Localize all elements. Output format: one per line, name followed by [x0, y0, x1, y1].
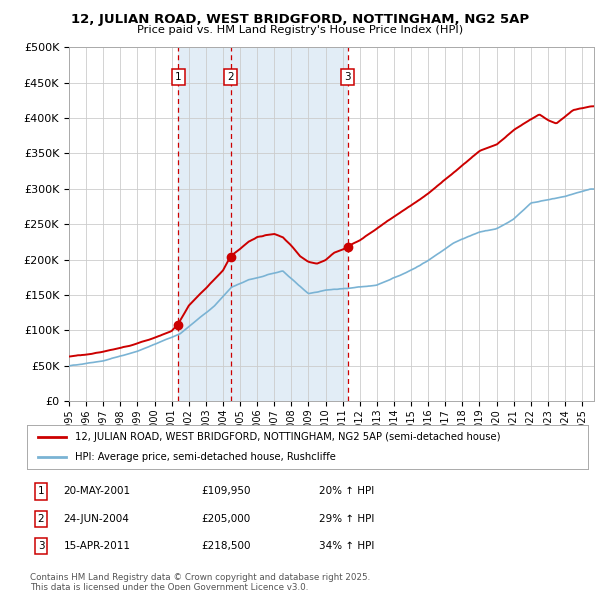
Text: Price paid vs. HM Land Registry's House Price Index (HPI): Price paid vs. HM Land Registry's House …	[137, 25, 463, 35]
Text: 12, JULIAN ROAD, WEST BRIDGFORD, NOTTINGHAM, NG2 5AP: 12, JULIAN ROAD, WEST BRIDGFORD, NOTTING…	[71, 13, 529, 26]
Text: 20-MAY-2001: 20-MAY-2001	[64, 486, 131, 496]
Text: £218,500: £218,500	[201, 541, 250, 551]
Text: HPI: Average price, semi-detached house, Rushcliffe: HPI: Average price, semi-detached house,…	[74, 452, 335, 461]
Text: 2: 2	[227, 72, 234, 82]
Text: 1: 1	[38, 486, 44, 496]
Text: 3: 3	[38, 541, 44, 551]
Text: 29% ↑ HPI: 29% ↑ HPI	[319, 514, 374, 524]
Text: Contains HM Land Registry data © Crown copyright and database right 2025.: Contains HM Land Registry data © Crown c…	[30, 573, 370, 582]
Text: 15-APR-2011: 15-APR-2011	[64, 541, 130, 551]
Text: £109,950: £109,950	[201, 486, 250, 496]
Text: 12, JULIAN ROAD, WEST BRIDGFORD, NOTTINGHAM, NG2 5AP (semi-detached house): 12, JULIAN ROAD, WEST BRIDGFORD, NOTTING…	[74, 432, 500, 442]
Text: 20% ↑ HPI: 20% ↑ HPI	[319, 486, 374, 496]
Text: 24-JUN-2004: 24-JUN-2004	[64, 514, 130, 524]
Bar	[178, 47, 347, 401]
Text: 2: 2	[38, 514, 44, 524]
Text: 3: 3	[344, 72, 351, 82]
Text: £205,000: £205,000	[201, 514, 250, 524]
Text: 1: 1	[175, 72, 181, 82]
Text: 34% ↑ HPI: 34% ↑ HPI	[319, 541, 374, 551]
Text: This data is licensed under the Open Government Licence v3.0.: This data is licensed under the Open Gov…	[30, 583, 308, 590]
